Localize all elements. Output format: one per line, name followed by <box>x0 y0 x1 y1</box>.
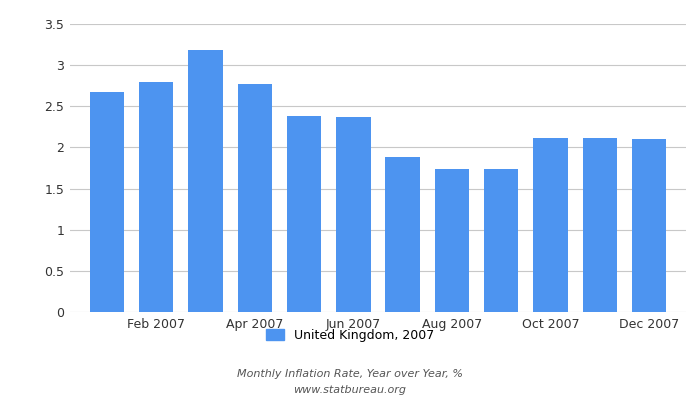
Bar <box>582 138 617 312</box>
Bar <box>484 169 519 312</box>
Text: Monthly Inflation Rate, Year over Year, %: Monthly Inflation Rate, Year over Year, … <box>237 369 463 379</box>
Bar <box>632 139 666 312</box>
Bar <box>237 84 272 312</box>
Bar <box>287 116 321 312</box>
Legend: United Kingdom, 2007: United Kingdom, 2007 <box>265 329 435 342</box>
Bar <box>435 169 469 312</box>
Bar <box>336 117 370 312</box>
Bar <box>188 50 223 312</box>
Bar <box>90 92 124 312</box>
Bar <box>386 157 420 312</box>
Bar <box>139 82 174 312</box>
Bar <box>533 138 568 312</box>
Text: www.statbureau.org: www.statbureau.org <box>293 385 407 395</box>
